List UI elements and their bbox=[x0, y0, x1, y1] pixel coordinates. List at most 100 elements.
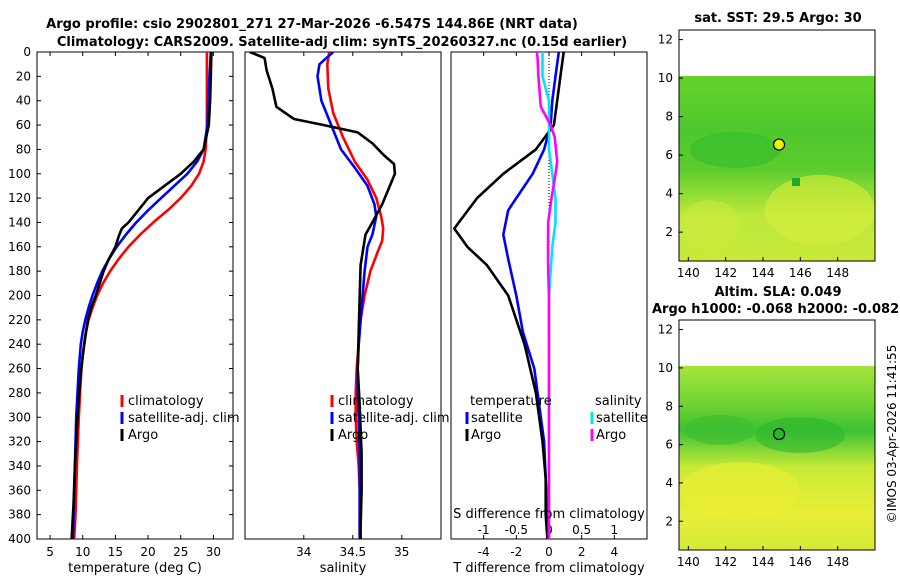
depth-tick-label: 60 bbox=[16, 118, 31, 132]
x-tick-label: 25 bbox=[173, 545, 188, 559]
legend-label: Argo bbox=[128, 428, 158, 443]
sst-cool-patch bbox=[690, 132, 780, 168]
sla-map-subtitle: Argo h1000: -0.068 h2000: -0.082 bbox=[652, 302, 899, 317]
x-tick-label: -2 bbox=[510, 545, 522, 559]
map-x-tick-label: 148 bbox=[826, 266, 849, 280]
series-line bbox=[70, 52, 213, 539]
depth-tick-label: 280 bbox=[8, 386, 31, 400]
map-x-tick-label: 146 bbox=[789, 555, 812, 569]
depth-tick-label: 400 bbox=[8, 532, 31, 546]
sst-cool-pixel bbox=[792, 178, 800, 186]
legend-label: satellite-adj. clim bbox=[128, 411, 240, 426]
sst-map-title: sat. SST: 29.5 Argo: 30 bbox=[694, 11, 861, 26]
depth-tick-label: 380 bbox=[8, 508, 31, 522]
map-y-tick-label: 12 bbox=[658, 33, 673, 47]
salinity-legend: climatology satellite-adj. clim Argo bbox=[330, 394, 450, 443]
sla-high-patch bbox=[680, 462, 800, 518]
depth-tick-label: 240 bbox=[8, 337, 31, 351]
difference-legend: temperature salinity satellite Argo satellit… bbox=[465, 394, 648, 443]
map-axes-frame bbox=[678, 319, 876, 551]
map-y-tick-label: 2 bbox=[665, 225, 673, 239]
map-x-tick-label: 146 bbox=[789, 266, 812, 280]
figure-title-line2: Climatology: CARS2009. Satellite-adj cli… bbox=[57, 35, 627, 50]
imos-credit: ©IMOS 03-Apr-2026 11:41:55 bbox=[885, 345, 899, 524]
x-tick-label: 20 bbox=[140, 545, 155, 559]
x-tick-label: 34 bbox=[296, 545, 311, 559]
map-x-tick-label: 142 bbox=[714, 555, 737, 569]
map-y-tick-label: 6 bbox=[665, 148, 673, 162]
s-difference-label: S difference from climatology bbox=[453, 507, 645, 522]
series-line bbox=[325, 52, 385, 539]
x-tick-label: 15 bbox=[108, 545, 123, 559]
legend-label: Argo bbox=[471, 428, 501, 443]
sst-warm-patch bbox=[680, 200, 740, 250]
depth-tick-label: 0 bbox=[23, 45, 31, 59]
temperature-x-axis: 5 10 15 20 25 30 bbox=[37, 51, 233, 559]
t-difference-xlabel: T difference from climatology bbox=[452, 561, 645, 576]
depth-tick-label: 160 bbox=[8, 240, 31, 254]
x-tick-label: 34.5 bbox=[339, 545, 366, 559]
depth-tick-label: 300 bbox=[8, 410, 31, 424]
s-diff-tick-label: -0.5 bbox=[505, 523, 528, 537]
map-y-tick-label: 10 bbox=[658, 71, 673, 85]
sst-map-panel: sat. SST: 29.5 Argo: 30 140 142 144 146 148 2… bbox=[658, 11, 876, 280]
depth-tick-label: 120 bbox=[8, 191, 31, 205]
temperature-axes-frame bbox=[36, 51, 234, 540]
x-tick-label: 35 bbox=[394, 545, 409, 559]
legend-label: climatology bbox=[338, 394, 414, 409]
depth-tick-label: 340 bbox=[8, 459, 31, 473]
map-x-tick-label: 144 bbox=[752, 266, 775, 280]
map-y-tick-label: 4 bbox=[665, 476, 673, 490]
difference-panel: -4 -2 0 2 4 -1 -0.5 0 0.5 1 T difference from cl… bbox=[450, 51, 648, 576]
legend-title: temperature bbox=[470, 394, 552, 409]
map-x-tick-label: 140 bbox=[677, 266, 700, 280]
series-line bbox=[72, 52, 209, 539]
depth-tick-label: 180 bbox=[8, 264, 31, 278]
series-line bbox=[535, 52, 559, 539]
legend-label: Argo bbox=[338, 428, 368, 443]
legend-label: satellite-adj. clim bbox=[338, 411, 450, 426]
map-x-tick-label: 144 bbox=[752, 555, 775, 569]
temperature-legend: climatology satellite-adj. clim Argo bbox=[120, 394, 240, 443]
depth-tick-label: 360 bbox=[8, 483, 31, 497]
depth-tick-label: 40 bbox=[16, 94, 31, 108]
map-x-tick-label: 140 bbox=[677, 555, 700, 569]
sla-low-patch bbox=[685, 415, 755, 445]
series-line bbox=[501, 52, 561, 539]
salinity-xlabel: salinity bbox=[320, 561, 367, 576]
depth-tick-label: 200 bbox=[8, 289, 31, 303]
map-y-tick-label: 6 bbox=[665, 438, 673, 452]
series-line bbox=[452, 52, 565, 539]
x-tick-label: 5 bbox=[46, 545, 54, 559]
s-diff-tick-label: 1 bbox=[611, 523, 619, 537]
x-tick-label: 2 bbox=[578, 545, 586, 559]
sla-low-patch bbox=[755, 417, 845, 453]
depth-tick-label: 20 bbox=[16, 69, 31, 83]
s-diff-tick-label: 0.5 bbox=[572, 523, 591, 537]
map-y-tick-label: 8 bbox=[665, 110, 673, 124]
x-tick-label: 10 bbox=[75, 545, 90, 559]
legend-label: Argo bbox=[596, 428, 626, 443]
sla-heatmap-field bbox=[679, 366, 875, 550]
s-diff-tick-label: -1 bbox=[478, 523, 490, 537]
map-y-tick-label: 12 bbox=[658, 323, 673, 337]
legend-label: satellite bbox=[596, 411, 648, 426]
argo-location-marker bbox=[772, 427, 786, 441]
x-tick-label: -4 bbox=[478, 545, 490, 559]
sst-map-axes: 140 142 144 146 148 2 4 6 8 10 12 bbox=[658, 33, 849, 280]
x-tick-label: 0 bbox=[545, 545, 553, 559]
depth-tick-label: 320 bbox=[8, 435, 31, 449]
map-y-tick-label: 2 bbox=[665, 514, 673, 528]
salinity-lines bbox=[249, 52, 397, 539]
sla-map-title: Altim. SLA: 0.049 bbox=[715, 285, 842, 300]
map-y-tick-label: 4 bbox=[665, 187, 673, 201]
map-y-tick-label: 8 bbox=[665, 399, 673, 413]
map-y-tick-label: 10 bbox=[658, 361, 673, 375]
series-line bbox=[249, 52, 397, 539]
legend-label: satellite bbox=[471, 411, 523, 426]
sla-map-axes: 140 142 144 146 148 2 4 6 8 10 12 bbox=[658, 323, 849, 569]
salinity-panel: 34 34.5 35 salinity climatology satellite-a… bbox=[244, 51, 450, 576]
series-line bbox=[316, 52, 378, 539]
legend-title: salinity bbox=[595, 394, 642, 409]
